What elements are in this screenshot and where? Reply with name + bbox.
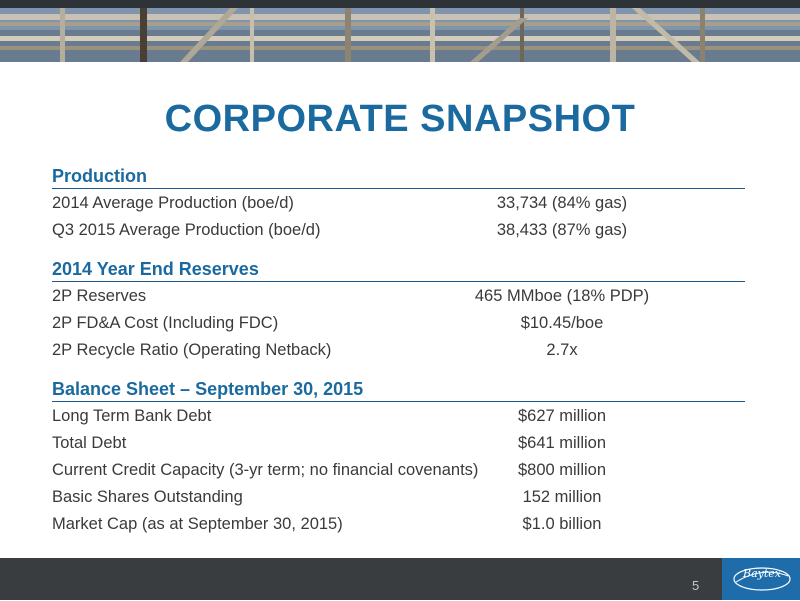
footer-logo-panel bbox=[722, 558, 800, 600]
table-row: Market Cap (as at September 30, 2015) $1… bbox=[52, 513, 745, 535]
page-number: 5 bbox=[692, 578, 700, 593]
row-label: Market Cap (as at September 30, 2015) bbox=[52, 515, 343, 533]
row-label: 2P FD&A Cost (Including FDC) bbox=[52, 314, 279, 332]
row-label: Long Term Bank Debt bbox=[52, 407, 212, 425]
page-title: CORPORATE SNAPSHOT bbox=[164, 98, 636, 140]
row-label: Q3 2015 Average Production (boe/d) bbox=[52, 221, 321, 239]
row-value: 33,734 (84% gas) bbox=[496, 194, 628, 212]
table-row: Current Credit Capacity (3-yr term; no f… bbox=[52, 459, 745, 481]
row-value: $641 million bbox=[517, 434, 607, 452]
row-value: $627 million bbox=[517, 407, 607, 425]
row-label: 2P Reserves bbox=[52, 287, 147, 305]
logo-text: Baytex bbox=[743, 567, 781, 580]
table-row: Long Term Bank Debt $627 million bbox=[52, 405, 745, 427]
section-heading-production: Production bbox=[52, 165, 745, 189]
table-row: 2P FD&A Cost (Including FDC) $10.45/boe bbox=[52, 312, 745, 334]
pipes-illustration bbox=[0, 0, 800, 62]
row-value: $800 million bbox=[517, 461, 607, 479]
table-row: 2P Reserves 465 MMboe (18% PDP) bbox=[52, 285, 745, 307]
row-value: $1.0 billion bbox=[522, 515, 602, 533]
table-row: 2P Recycle Ratio (Operating Netback) 2.7… bbox=[52, 339, 745, 361]
table-row: Q3 2015 Average Production (boe/d) 38,43… bbox=[52, 219, 745, 241]
table-row: 2014 Average Production (boe/d) 33,734 (… bbox=[52, 192, 745, 214]
row-label: 2014 Average Production (boe/d) bbox=[52, 194, 294, 212]
row-value: 152 million bbox=[522, 488, 602, 506]
row-value: 38,433 (87% gas) bbox=[496, 221, 628, 239]
row-label: Total Debt bbox=[52, 434, 127, 452]
header-banner-image bbox=[0, 0, 800, 62]
section-heading-balance-sheet: Balance Sheet – September 30, 2015 bbox=[52, 378, 745, 402]
row-value: $10.45/boe bbox=[520, 314, 604, 332]
row-label: Current Credit Capacity (3-yr term; no f… bbox=[52, 461, 479, 479]
company-logo: Baytex bbox=[730, 562, 794, 596]
logo-swoosh-icon bbox=[733, 567, 791, 591]
row-label: 2P Recycle Ratio (Operating Netback) bbox=[52, 341, 332, 359]
table-row: Basic Shares Outstanding 152 million bbox=[52, 486, 745, 508]
row-value: 465 MMboe (18% PDP) bbox=[474, 287, 650, 305]
section-heading-reserves: 2014 Year End Reserves bbox=[52, 258, 745, 282]
footer-bar bbox=[0, 558, 800, 600]
row-label: Basic Shares Outstanding bbox=[52, 488, 243, 506]
table-row: Total Debt $641 million bbox=[52, 432, 745, 454]
row-value: 2.7x bbox=[546, 341, 578, 359]
